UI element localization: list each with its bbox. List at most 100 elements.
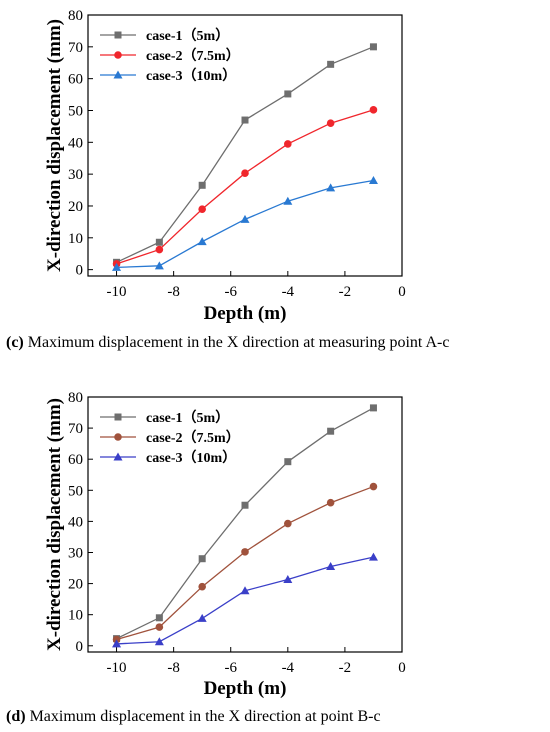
y-tick-label: 40 xyxy=(68,135,83,151)
legend-label: case-2（7.5m） xyxy=(146,430,240,446)
chart-c: 0 10 20 30 40 50 60 70 80 -10 -8 -6 -4 -2 0 Depth (m) X-… xyxy=(0,0,550,330)
legend-label: case-1（5m） xyxy=(146,28,229,44)
chart-d-svg: 0 10 20 30 40 50 60 70 80 -10 -8 -6 -4 -2 0 Depth (m) X-… xyxy=(44,390,406,699)
x-tick-label: -2 xyxy=(339,284,352,300)
data-point xyxy=(326,561,336,570)
x-axis-title: Depth (m) xyxy=(204,678,287,699)
data-point xyxy=(155,614,163,622)
caption-d: (d) Maximum displacement in the X direct… xyxy=(6,708,381,726)
y-tick-label: 30 xyxy=(68,545,83,561)
plot-frame xyxy=(87,14,403,277)
y-tick-label: 20 xyxy=(68,199,83,215)
y-tick-label: 10 xyxy=(68,608,83,624)
data-point xyxy=(369,482,378,491)
data-point xyxy=(198,555,206,563)
data-point xyxy=(155,623,164,631)
data-point xyxy=(112,262,122,271)
x-axis-title: Depth (m) xyxy=(204,303,287,324)
data-point xyxy=(197,237,207,246)
data-point xyxy=(241,116,249,124)
x-tick-label: -8 xyxy=(167,660,180,676)
data-point xyxy=(283,196,293,205)
data-point xyxy=(284,90,292,98)
y-tick-label: 40 xyxy=(68,514,83,530)
y-tick-label: 0 xyxy=(76,639,84,655)
data-point xyxy=(284,458,292,466)
chart-d: 0 10 20 30 40 50 60 70 80 -10 -8 -6 -4 -2 0 Depth (m) X-… xyxy=(0,380,550,705)
data-point xyxy=(241,548,249,556)
y-tick-label: 60 xyxy=(68,72,83,88)
caption-c-letter: (c) xyxy=(6,334,24,351)
x-tick-label: -6 xyxy=(224,660,237,676)
data-point xyxy=(112,639,122,648)
x-tick-label: -10 xyxy=(107,660,127,676)
x-tick-label: -4 xyxy=(282,284,295,300)
data-point xyxy=(368,552,378,561)
legend-marker xyxy=(113,70,123,79)
legend-marker xyxy=(113,452,123,461)
data-point xyxy=(283,575,293,584)
data-point xyxy=(198,582,206,591)
y-tick-label: 50 xyxy=(68,483,83,499)
data-point xyxy=(155,238,163,246)
y-axis-title: X-direction displacement (mm) xyxy=(44,398,65,651)
caption-d-letter: (d) xyxy=(6,708,26,725)
caption-c: (c) Maximum displacement in the X direct… xyxy=(6,334,449,352)
data-point xyxy=(198,181,206,189)
x-tick-label: 0 xyxy=(398,284,406,300)
x-tick-label: -2 xyxy=(339,660,352,676)
data-point xyxy=(154,637,164,646)
legend-marker xyxy=(114,51,122,59)
data-point xyxy=(240,586,250,595)
data-point xyxy=(369,43,377,51)
x-tick-label: 0 xyxy=(398,660,406,676)
series-line xyxy=(116,179,374,269)
chart-c-svg: 0 10 20 30 40 50 60 70 80 -10 -8 -6 -4 -2 0 Depth (m) X-… xyxy=(44,8,406,324)
legend: case-1（5m） case-2（7.5m） case-3（10m） xyxy=(100,410,240,466)
data-point xyxy=(155,245,164,254)
y-tick-label: 0 xyxy=(76,263,84,279)
series-3 xyxy=(112,176,378,271)
data-point xyxy=(368,176,378,185)
data-point xyxy=(327,427,335,435)
y-tick-label: 60 xyxy=(68,452,83,468)
legend-label: case-3（10m） xyxy=(146,450,236,466)
y-tick-label: 30 xyxy=(68,167,83,183)
data-point xyxy=(241,501,249,509)
series-line xyxy=(116,556,374,645)
caption-d-text: Maximum displacement in the X direction … xyxy=(25,708,381,725)
data-point xyxy=(284,140,292,148)
data-point xyxy=(154,261,164,270)
data-point xyxy=(198,205,206,213)
y-tick-label: 70 xyxy=(68,421,83,437)
y-tick-label: 80 xyxy=(68,390,83,406)
series-line xyxy=(116,485,374,641)
data-point xyxy=(369,404,377,412)
data-point xyxy=(240,214,250,223)
data-point xyxy=(241,169,249,177)
x-tick-label: -4 xyxy=(282,660,295,676)
plot-frame xyxy=(87,396,403,653)
data-point xyxy=(326,119,335,128)
data-point xyxy=(197,613,207,622)
series-2 xyxy=(112,106,378,268)
x-tick-label: -10 xyxy=(107,284,127,300)
y-axis-title: X-direction displacement (mm) xyxy=(44,19,65,272)
y-tick-label: 50 xyxy=(68,103,83,119)
legend-label: case-3（10m） xyxy=(146,68,236,84)
y-tick-label: 20 xyxy=(68,577,83,593)
legend-label: case-1（5m） xyxy=(146,410,229,426)
y-tick-label: 80 xyxy=(68,8,83,24)
data-point xyxy=(326,498,335,507)
series-2 xyxy=(112,482,378,644)
legend-label: case-2（7.5m） xyxy=(146,48,240,64)
data-point xyxy=(284,519,292,528)
y-tick-label: 10 xyxy=(68,231,83,247)
data-point xyxy=(327,60,335,68)
data-point xyxy=(369,106,378,114)
legend: case-1（5m） case-2（7.5m） case-3（10m） xyxy=(100,28,240,84)
legend-marker xyxy=(114,31,122,39)
data-point xyxy=(326,183,336,192)
x-tick-label: -6 xyxy=(224,284,237,300)
caption-c-text: Maximum displacement in the X direction … xyxy=(23,334,450,351)
